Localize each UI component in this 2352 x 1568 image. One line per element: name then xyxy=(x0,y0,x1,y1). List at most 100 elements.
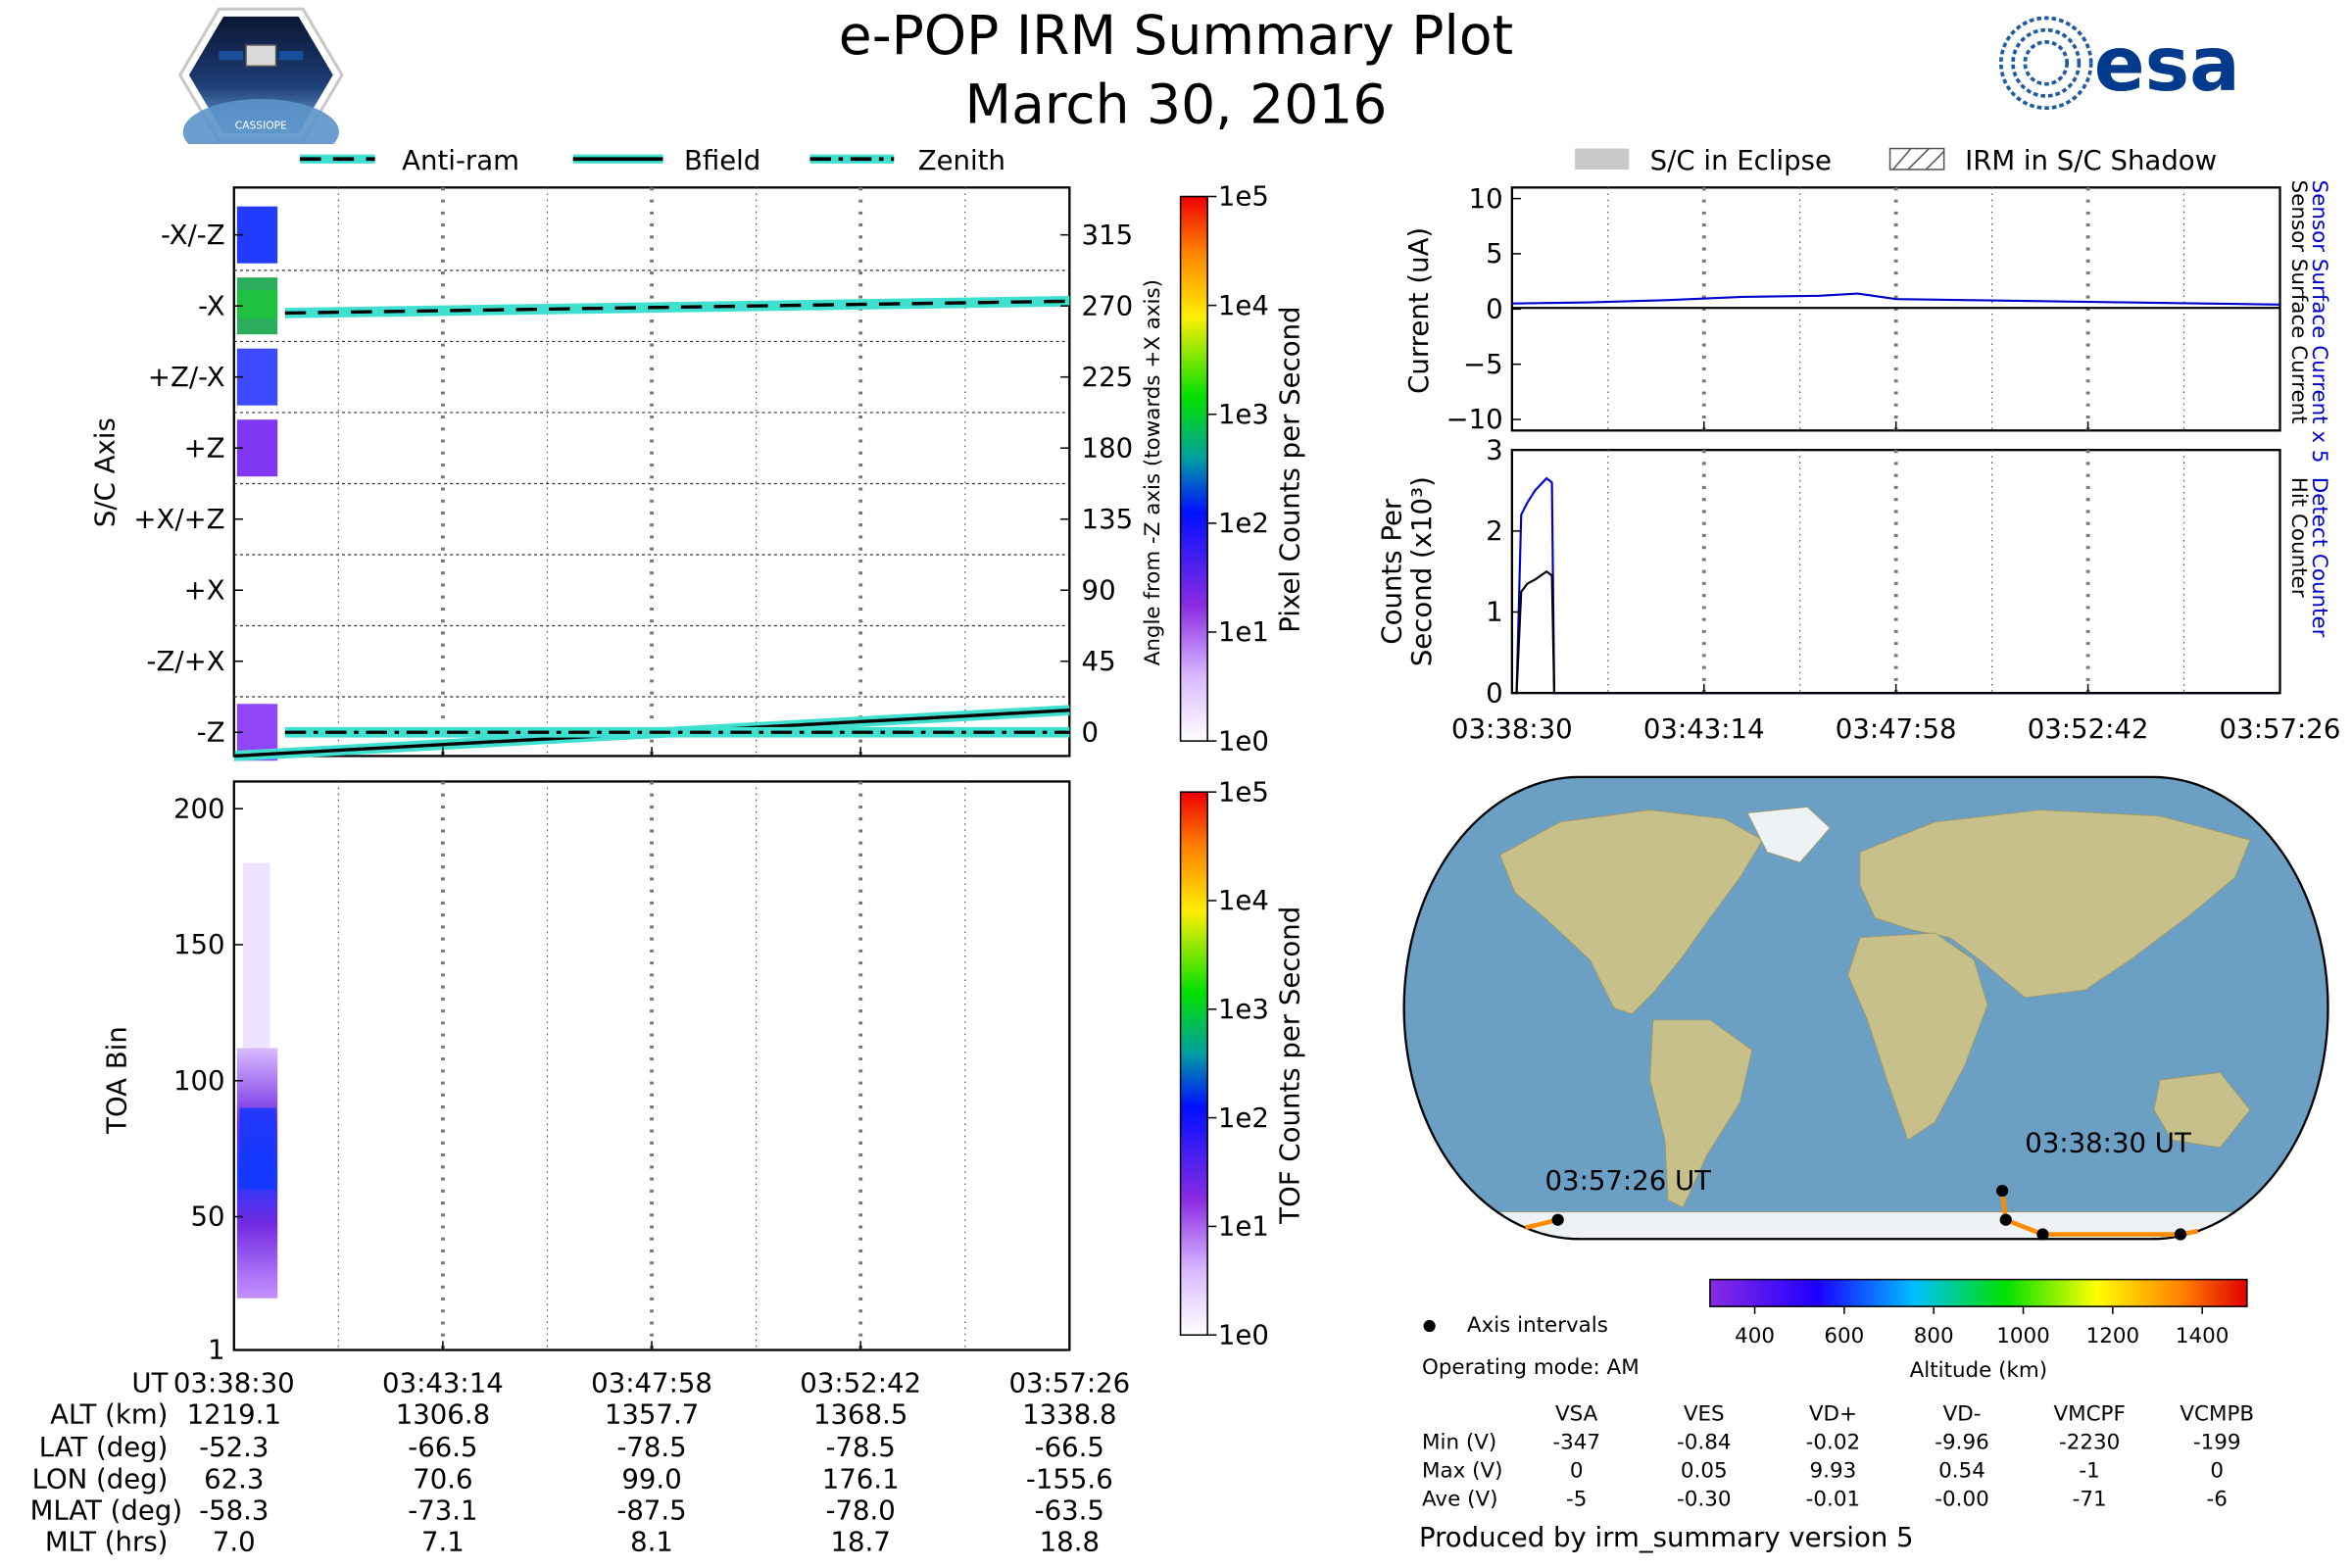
y-tick-label: -Z/+X xyxy=(147,646,225,677)
volt-cell: -5 xyxy=(1565,1488,1588,1512)
volt-header: VES xyxy=(1683,1402,1725,1427)
ephemeris-cell: 1306.8 xyxy=(395,1399,491,1432)
series-halo-anti-ram xyxy=(284,295,1070,318)
sc-axis-panel: -X/-Z 315 -X 270 +Z/-X 225 +Z 180 +X/+Z 135 +X 90 -Z… xyxy=(89,186,1165,761)
ephem-label-lat: LAT (deg) xyxy=(38,1432,169,1464)
volt-cell: -347 xyxy=(1552,1431,1600,1455)
ephemeris-cell: 1368.5 xyxy=(812,1399,908,1432)
volt-cell: -0.84 xyxy=(1677,1431,1732,1455)
altitude-tick-label: 1200 xyxy=(2086,1324,2139,1348)
axis-intervals-label: Axis intervals xyxy=(1467,1313,1608,1338)
north-america xyxy=(1499,809,1764,1015)
colorbar-tick-label: 1e0 xyxy=(1218,1319,1269,1350)
ephemeris-cell: 18.7 xyxy=(830,1527,891,1559)
heatmap-sparse xyxy=(242,862,270,1049)
y-tick-right-label: 180 xyxy=(1082,432,1134,464)
ephemeris-cell: -58.3 xyxy=(199,1495,270,1528)
volt-cell: -9.96 xyxy=(1935,1431,1989,1455)
axis-interval-marker xyxy=(1999,1213,2012,1226)
current-panel: 10 5 0 −5 −10 Current (uA) Sensor Surface Cu… xyxy=(1403,180,2331,464)
heatmap-cell xyxy=(236,419,278,477)
axis-interval-marker xyxy=(1551,1213,1564,1226)
volt-header: VSA xyxy=(1554,1402,1598,1427)
ephem-label-lon: LON (deg) xyxy=(31,1463,169,1496)
colorbar-tick-label: 1e2 xyxy=(1218,508,1269,539)
ephemeris-cell: -87.5 xyxy=(616,1495,687,1528)
australia xyxy=(2153,1071,2251,1149)
africa xyxy=(1847,932,1988,1141)
counts-panel: 3 2 1 0 03:38:30 03:43:14 03:47:58 03:52:42 03:5… xyxy=(1377,434,2341,745)
counts-ylabel: Counts Per xyxy=(1377,498,1408,644)
ephemeris-cell: -63.5 xyxy=(1034,1495,1104,1528)
altitude-tick-label: 1400 xyxy=(2176,1324,2229,1348)
colorbar-tick-label: 1e5 xyxy=(1218,181,1269,213)
heatmap-cell xyxy=(236,290,278,319)
volt-cell: -1 xyxy=(2079,1459,2100,1484)
volt-cell: -0.02 xyxy=(1805,1431,1861,1455)
greenland xyxy=(1746,806,1831,863)
y-tick-label: 1 xyxy=(1486,597,1503,628)
operating-mode: Operating mode: AM xyxy=(1422,1355,1640,1380)
y-tick-right-label: 0 xyxy=(1082,716,1100,748)
y-tick-label: 5 xyxy=(1486,238,1503,270)
legend-anti-ram: Anti-ram xyxy=(402,145,519,176)
esa-logo: esa xyxy=(1998,16,2240,111)
y-tick-right-label: 90 xyxy=(1082,574,1116,606)
y-tick-label: -Z xyxy=(197,716,225,748)
x-tick-label: 03:52:42 xyxy=(2028,713,2149,745)
colorbar-tick-label: 1e3 xyxy=(1218,399,1269,430)
ephemeris-cell: 70.6 xyxy=(413,1463,473,1496)
y-tick-label: +Z/-X xyxy=(148,362,225,393)
volt-cell: 0.05 xyxy=(1680,1459,1728,1484)
x-tick-label: 03:38:30 xyxy=(1451,713,1573,745)
x-tick-label: 03:57:26 xyxy=(2220,713,2341,745)
sc-axis-heatmap xyxy=(236,206,278,761)
continents xyxy=(1409,806,2328,1240)
volt-cell: 9.93 xyxy=(1809,1459,1857,1484)
colorbar-tick-label: 1e0 xyxy=(1218,725,1269,757)
volt-header: VCMPB xyxy=(2180,1402,2255,1427)
angle-legend: Anti-ram Bfield Zenith xyxy=(300,145,1005,176)
ephemeris-cell: -73.1 xyxy=(408,1495,478,1528)
legend-zenith: Zenith xyxy=(918,145,1005,176)
y-tick-label: 2 xyxy=(1486,515,1503,547)
logo-text: CASSIOPE xyxy=(235,120,287,132)
series-line-hit-counter xyxy=(1511,569,2280,695)
volt-cell: 0.54 xyxy=(1938,1459,1985,1484)
volt-row-label: Min (V) xyxy=(1422,1431,1497,1455)
ephem-label-alt: ALT (km) xyxy=(50,1399,169,1432)
sc-axis-ylabel: S/C Axis xyxy=(89,417,121,527)
ephemeris-cell: 1357.7 xyxy=(604,1399,700,1432)
colorbar-tick-label: 1e4 xyxy=(1218,290,1269,321)
altitude-label: Altitude (km) xyxy=(1910,1358,2047,1383)
volt-cell: -71 xyxy=(2072,1488,2107,1512)
y-tick-label: -X/-Z xyxy=(161,220,225,251)
orbit-start-label: 03:38:30 UT xyxy=(2025,1128,2191,1159)
volt-cell: 0 xyxy=(2210,1459,2225,1484)
colorbar-tick-label: 1e5 xyxy=(1218,776,1269,808)
y-tick-label: −5 xyxy=(1463,349,1503,380)
altitude-tick-label: 600 xyxy=(1824,1324,1864,1348)
volt-header: VD- xyxy=(1942,1402,1982,1427)
current-legend: S/C in Eclipse IRM in S/C Shadow xyxy=(1575,145,2217,176)
y-tick-label: 10 xyxy=(1469,183,1503,215)
counts-right-label-1: Detect Counter xyxy=(2307,477,2331,638)
colorbar-tick-label: 1e1 xyxy=(1218,616,1269,648)
y-tick-label: 50 xyxy=(191,1201,225,1233)
ephemeris-cell: -78.5 xyxy=(825,1432,896,1464)
volt-row-label: Max (V) xyxy=(1422,1459,1503,1484)
eurasia xyxy=(1859,809,2251,999)
y-tick-label: 200 xyxy=(173,793,225,824)
x-tick-label: 03:47:58 xyxy=(1836,713,1957,745)
heatmap-cell xyxy=(236,206,278,264)
ephemeris-cell: 62.3 xyxy=(204,1463,265,1496)
series-line-current-x5 xyxy=(1511,292,2280,306)
volt-header: VD+ xyxy=(1808,1402,1857,1427)
ephemeris-cell: 18.8 xyxy=(1039,1527,1100,1559)
y-tick-label: 3 xyxy=(1486,434,1503,466)
y-tick-right-label: 135 xyxy=(1082,504,1134,535)
cassiope-logo: CASSIOPE xyxy=(177,7,344,144)
current-ylabel: Current (uA) xyxy=(1403,227,1435,394)
orbit-track xyxy=(1524,1184,2199,1241)
